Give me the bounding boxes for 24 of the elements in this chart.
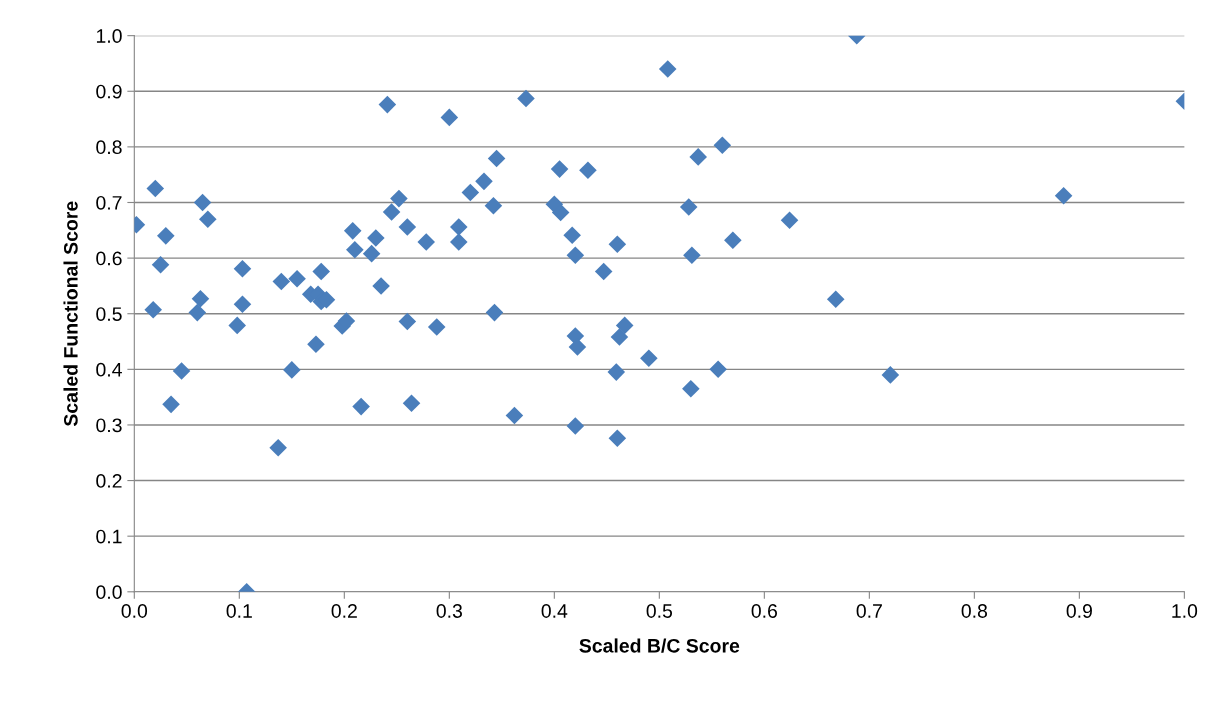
y-tick-label: 0.5 <box>96 307 122 321</box>
x-tick-label: 0.7 <box>856 604 882 618</box>
x-tick-label: 0.2 <box>331 604 357 618</box>
y-tick-label: 0.2 <box>96 474 122 488</box>
y-tick-label: 0.0 <box>96 585 122 600</box>
x-tick-label: 1.0 <box>1172 604 1198 618</box>
y-axis-title: Scaled Functional Score <box>63 201 78 427</box>
y-tick-label: 0.7 <box>96 195 122 210</box>
y-tick-label: 0.4 <box>96 362 122 377</box>
x-tick-label: 0.8 <box>961 604 988 618</box>
y-tick-label: 1.0 <box>96 29 122 43</box>
y-tick-label: 0.9 <box>96 84 122 99</box>
x-axis-title: Scaled B/C Score <box>579 638 740 653</box>
y-tick-label: 0.3 <box>96 418 122 433</box>
y-tick-label: 0.1 <box>96 529 122 544</box>
y-tick-label: 0.8 <box>96 140 122 155</box>
x-tick-label: 0.9 <box>1066 604 1092 618</box>
x-tick-label: 0.3 <box>436 604 462 618</box>
x-tick-label: 0.6 <box>751 604 778 618</box>
x-tick-label: 0.0 <box>121 604 148 618</box>
x-tick-label: 0.5 <box>646 604 673 618</box>
y-tick-label: 0.6 <box>96 251 122 266</box>
x-tick-label: 0.1 <box>226 604 252 618</box>
x-tick-label: 0.4 <box>541 604 568 618</box>
